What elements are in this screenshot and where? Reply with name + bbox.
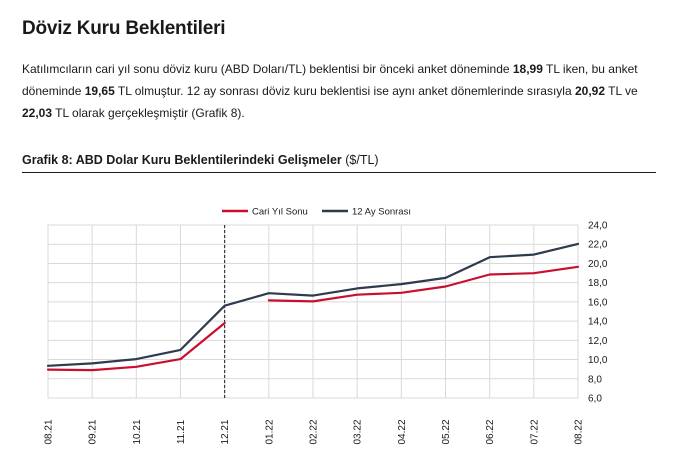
x-tick-label: 05.22 (441, 419, 452, 444)
x-tick-label: 12.21 (220, 419, 231, 444)
chart-title-rule (22, 172, 656, 173)
series-line-cari-y-l-sonu (267, 265, 580, 303)
x-tick-label: 02.22 (309, 419, 320, 444)
y-tick-label: 18,0 (588, 278, 608, 289)
y-tick-label: 8,0 (588, 374, 602, 385)
current-12m-value: 22,03 (22, 106, 53, 120)
prev-year-end-value: 18,99 (512, 62, 543, 76)
x-tick-label: 09.21 (88, 419, 99, 444)
x-tick-label: 11.21 (176, 419, 187, 444)
legend-label: Cari Yıl Sonu (252, 207, 308, 218)
y-tick-label: 10,0 (588, 355, 608, 366)
paragraph-text: Katılımcıların cari yıl sonu döviz kuru … (22, 62, 513, 76)
x-tick-label: 08.21 (44, 419, 55, 444)
x-tick-label: 06.22 (485, 419, 496, 444)
y-tick-label: 22,0 (588, 240, 608, 251)
y-tick-label: 24,0 (588, 221, 608, 232)
y-tick-label: 16,0 (588, 297, 608, 308)
y-tick-label: 20,0 (588, 259, 608, 270)
legend-label: 12 Ay Sonrası (352, 207, 411, 218)
current-year-end-value: 19,65 (84, 84, 115, 98)
y-tick-label: 12,0 (588, 336, 608, 347)
summary-paragraph: Katılımcıların cari yıl sonu döviz kuru … (22, 58, 662, 124)
x-tick-label: 04.22 (397, 419, 408, 444)
x-tick-label: 01.22 (264, 419, 275, 444)
x-tick-label: 08.22 (574, 419, 585, 444)
y-tick-label: 14,0 (588, 317, 608, 328)
x-tick-label: 10.21 (132, 419, 143, 444)
y-tick-label: 6,0 (588, 394, 602, 405)
x-tick-label: 03.22 (353, 419, 364, 444)
chart-title-main: Grafik 8: ABD Dolar Kuru Beklentilerinde… (22, 153, 342, 167)
paragraph-text: TL olarak gerçekleşmiştir (Grafik 8). (52, 106, 245, 120)
paragraph-text: TL ve (605, 84, 638, 98)
prev-12m-value: 20,92 (574, 84, 606, 98)
series-line-12-ay-sonras- (46, 242, 580, 367)
series-line-cari-y-l-sonu (46, 321, 226, 372)
paragraph-text: TL olmuştur. 12 ay sonrası döviz kuru be… (114, 84, 575, 98)
paragraph-text: TL iken, bu anket döneminde (22, 62, 638, 98)
chart-title-unit: ($/TL) (341, 153, 379, 167)
x-tick-label: 07.22 (529, 419, 540, 444)
section-heading: Döviz Kuru Beklentileri (22, 18, 226, 39)
chart-title: Grafik 8: ABD Dolar Kuru Beklentilerinde… (22, 153, 379, 167)
